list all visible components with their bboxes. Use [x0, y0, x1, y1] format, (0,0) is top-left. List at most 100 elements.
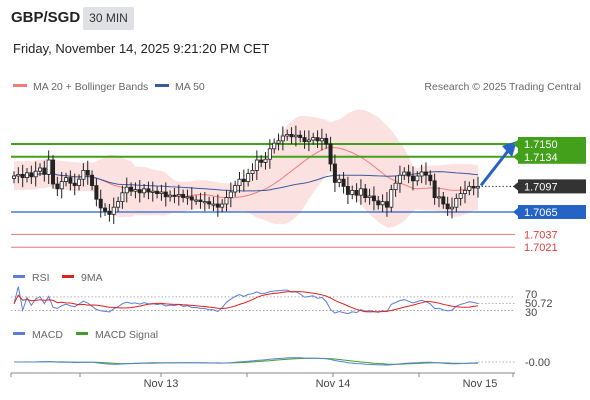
candle-body: [406, 171, 411, 177]
candle-body: [449, 206, 454, 210]
instrument-title: GBP/SGD: [11, 9, 81, 26]
candle-body: [142, 188, 147, 194]
macd-legend-swatch: [13, 332, 25, 335]
ma50-legend-label: MA 50: [175, 81, 205, 93]
candle-body: [380, 201, 385, 206]
candle-body: [363, 188, 368, 199]
candle-body: [241, 178, 246, 182]
candle-body: [120, 192, 125, 203]
candle-body: [302, 137, 307, 143]
candle-body: [202, 201, 207, 204]
candle-body: [276, 140, 281, 144]
candle-body: [98, 198, 103, 209]
macd-legend-label: MACD: [32, 329, 63, 341]
rsi-value: 50.72: [525, 298, 553, 310]
candle-body: [319, 137, 324, 142]
candle-body: [233, 185, 238, 193]
macd-signal-legend-label: MACD Signal: [95, 329, 158, 341]
candle-body: [441, 196, 446, 205]
candle-body: [198, 199, 203, 202]
candle-body: [181, 193, 186, 198]
candle-body: [371, 195, 376, 202]
rsi-level-low: 30: [525, 307, 537, 319]
candle-body: [436, 196, 441, 199]
rsi-ma-legend-label: 9MA: [81, 272, 103, 284]
rsi-ma-line: [13, 291, 479, 313]
price-label-box-last-2: [518, 179, 586, 194]
candle-body: [376, 200, 381, 206]
price-label-last-2: 1.7097: [524, 181, 558, 193]
candle-body: [358, 188, 363, 196]
price-label-pointer-1: [513, 151, 519, 162]
rsi-pane: [11, 286, 515, 315]
candle-body: [285, 133, 290, 137]
candle-body: [220, 203, 225, 208]
candle-body: [293, 134, 298, 138]
candle-body: [159, 191, 164, 194]
candle-body: [263, 158, 268, 163]
ma20-legend-swatch: [13, 84, 27, 87]
candle-body: [33, 170, 38, 178]
candle-body: [246, 173, 251, 183]
candle-body: [46, 159, 51, 175]
credit-text: Research © 2025 Trading Central: [424, 81, 581, 93]
macd-pane: [14, 357, 515, 366]
macd-line: [14, 357, 479, 366]
candle-body: [458, 193, 463, 199]
forecast-arrow-head: [502, 141, 517, 157]
candle-body: [194, 199, 199, 202]
candle-body: [419, 171, 424, 177]
candle-body: [211, 203, 216, 206]
x-tick-label: Nov 14: [316, 378, 351, 390]
candle-body: [462, 189, 467, 194]
candle-body: [328, 143, 333, 165]
price-label-support-4: 1.7037: [524, 229, 558, 241]
candle-body: [389, 189, 394, 208]
candle-body: [367, 195, 372, 198]
candle-body: [228, 191, 233, 198]
candle-body: [410, 175, 415, 182]
candle-body: [289, 133, 294, 138]
candle-body: [116, 201, 121, 208]
candle-body: [16, 173, 21, 177]
candle-body: [254, 159, 259, 171]
candle-body: [259, 159, 264, 163]
candle-body: [189, 196, 194, 201]
candle-body: [306, 139, 311, 142]
candle-body: [471, 185, 476, 189]
candle-body: [402, 171, 407, 176]
candle-body: [72, 182, 77, 186]
timeframe-badge[interactable]: 30 MIN: [83, 7, 134, 30]
rsi-level-high: 70: [525, 289, 537, 301]
price-label-resistance-0: 1.7150: [524, 139, 558, 151]
price-label-pivot-3: 1.7065: [524, 207, 558, 219]
x-tick-label: Nov 15: [463, 378, 498, 390]
forecast-arrow-shaft: [479, 150, 510, 187]
price-label-resistance-1: 1.7134: [524, 152, 558, 164]
candle-body: [185, 196, 190, 199]
candle-body: [103, 207, 108, 212]
candle-body: [137, 189, 142, 194]
candle-body: [393, 182, 398, 190]
price-label-pointer-0: [513, 139, 519, 149]
ma50-legend-swatch: [155, 84, 169, 87]
price-label-box-resistance-1: [518, 149, 586, 164]
price-label-pointer-2: [513, 181, 519, 192]
candle-body: [224, 197, 229, 205]
bollinger-band: [14, 109, 478, 228]
candle-body: [272, 142, 277, 150]
candle-body: [280, 135, 285, 142]
candle-body: [354, 189, 359, 196]
price-pane: [11, 109, 517, 248]
ma20-legend-label: MA 20 + Bollinger Bands: [33, 81, 148, 93]
candle-body: [415, 175, 420, 182]
candle-body: [423, 171, 428, 176]
candle-body: [51, 159, 56, 185]
candle-body: [146, 188, 151, 193]
candle-body: [64, 177, 69, 183]
candle-body: [124, 186, 129, 194]
candle-body: [20, 173, 25, 178]
candle-body: [207, 201, 212, 205]
